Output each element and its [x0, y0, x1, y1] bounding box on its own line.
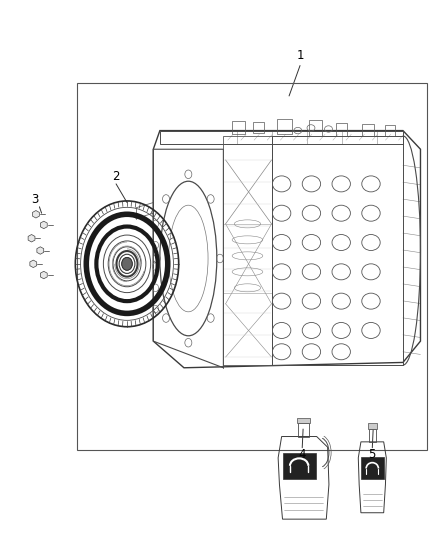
Bar	[253, 122, 264, 133]
Bar	[223, 136, 272, 365]
Text: 3: 3	[32, 193, 39, 206]
Bar	[362, 124, 374, 136]
Circle shape	[122, 257, 132, 270]
Polygon shape	[40, 271, 47, 279]
Bar	[283, 453, 316, 479]
Bar	[298, 423, 309, 437]
Bar	[272, 136, 403, 365]
Polygon shape	[28, 235, 35, 242]
Polygon shape	[32, 211, 39, 218]
Bar	[77, 83, 427, 450]
Text: 2: 2	[112, 171, 120, 183]
Polygon shape	[37, 247, 44, 254]
Text: 1: 1	[296, 50, 304, 62]
Bar	[309, 120, 322, 136]
Bar	[368, 423, 377, 429]
Text: 4: 4	[298, 448, 306, 461]
Bar	[336, 123, 347, 136]
Bar	[297, 418, 310, 423]
Bar	[232, 121, 245, 134]
Bar	[361, 457, 384, 479]
Bar	[369, 429, 376, 442]
Polygon shape	[30, 260, 37, 268]
Text: 5: 5	[369, 448, 376, 461]
Polygon shape	[40, 221, 47, 229]
Bar	[385, 125, 395, 136]
Bar	[277, 119, 293, 134]
